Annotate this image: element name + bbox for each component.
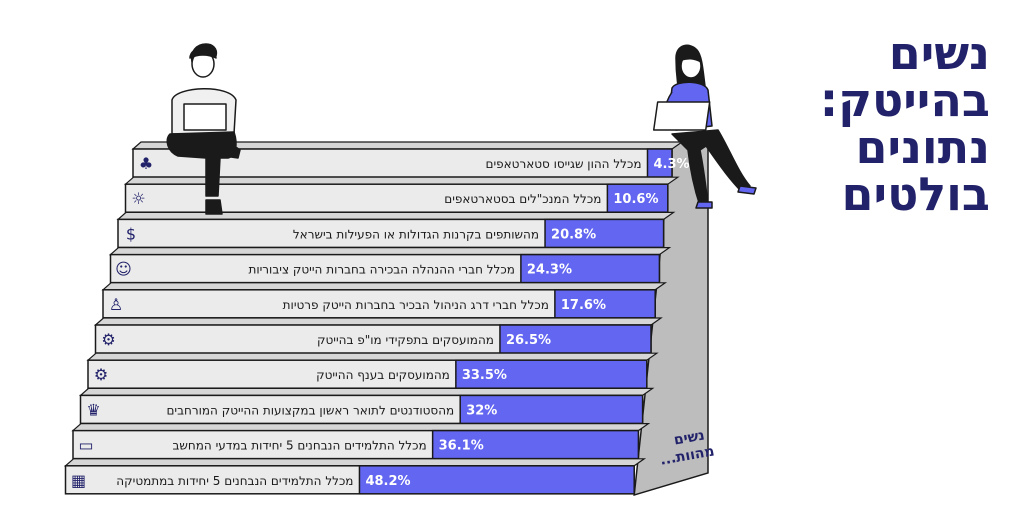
stair-step: 36.1% מכלל התלמידים הנבחנים 5 יחידות במדע… [71, 423, 651, 460]
bar [606, 183, 669, 213]
bar [499, 324, 652, 354]
title-line: בהייטק: [819, 73, 990, 127]
lightbulb-icon: ☼ [131, 189, 145, 208]
stair-step: 32% מהסטודנטים לתואר ראשון במקצועות ההייט… [78, 387, 655, 425]
side-label-line: נשים [673, 428, 706, 449]
graduation-cap-icon: ♛ [86, 400, 100, 419]
plant-pot-icon: ♣ [139, 154, 153, 173]
stair-tread [86, 352, 659, 361]
bar [431, 429, 640, 460]
category-label: מהמועסקים בתפקידי מו"פ בהייטק [317, 333, 494, 347]
category-label: מהמועסקים בענף ההייטק [316, 368, 450, 382]
bar [358, 465, 635, 495]
bar [455, 359, 648, 389]
calculator-icon: ▦ [71, 471, 86, 490]
title-line: נשים [888, 26, 990, 80]
title-line: בולטים [841, 167, 991, 221]
stair-tread [63, 458, 647, 467]
data-label: 10.6% [613, 192, 658, 207]
stair-step: 17.6% מכלל חברי דרג הניהול הבכיר בחברות ה… [101, 282, 668, 319]
bar [544, 218, 665, 249]
stair-tread [101, 282, 668, 291]
bar [646, 148, 673, 178]
data-label: 36.1% [439, 439, 484, 454]
data-label: 33.5% [462, 368, 507, 383]
woman-with-laptop [652, 44, 757, 209]
data-label: 32% [466, 403, 497, 418]
stair-step: 20.8% מהשותפים בקרנות הגדולות או הפעילות … [116, 211, 676, 249]
stair-step: 24.3% מכלל חברי ההנהלה הבכירה בחברות הייט… [108, 247, 672, 284]
stairs: 4.3% מכלל ההון שגייסו סטארטאפים ♣ 10.6% מכלל… [63, 137, 716, 497]
data-label: 26.5% [506, 333, 551, 348]
man-with-laptop [166, 43, 241, 215]
user-icon: ♙ [109, 295, 123, 314]
data-label: 48.2% [365, 474, 410, 489]
title-line: נתונים [855, 120, 990, 174]
computer-monitor-icon: ▭ [78, 436, 93, 455]
bar [459, 394, 644, 425]
money-hand-icon: $ [126, 224, 136, 243]
gear-icon: ⚙ [94, 365, 108, 384]
category-label: מכלל חברי ההנהלה הבכירה בחברות הייטק ציב… [248, 263, 514, 277]
category-label: מכלל חברי דרג הניהול הבכיר בחברות הייטק … [283, 298, 549, 312]
bar [554, 289, 656, 319]
stair-tread [108, 247, 672, 256]
page-title: נשים בהייטק: נתונים בולטים [820, 30, 990, 218]
stair-tread [116, 211, 676, 220]
stair-step: 33.5% מהמועסקים בענף ההייטק ⚙ [86, 352, 659, 389]
category-label: מכלל המנכ"לים בסטארטאפים [444, 192, 601, 206]
stair-tread [93, 317, 663, 326]
data-label: 4.3% [653, 157, 689, 172]
stair-face [132, 148, 673, 178]
data-label: 17.6% [561, 298, 606, 313]
category-label: מהשותפים בקרנות הגדולות או הפעילות בישרא… [293, 227, 539, 241]
stair-tread [71, 423, 651, 432]
category-label: מהסטודנטים לתואר ראשון במקצועות ההייטק ה… [166, 403, 454, 417]
stair-tread [78, 387, 655, 396]
data-label: 24.3% [527, 263, 572, 278]
data-label: 20.8% [551, 227, 596, 242]
category-label: מכלל התלמידים הנבחנים 5 יחידות במתמטיקה [116, 474, 353, 488]
user-circle-icon: ☺ [115, 260, 132, 279]
search-gear-icon: ⚙ [101, 330, 115, 349]
stair-step: 26.5% מהמועסקים בתפקידי מו"פ בהייטק ⚙ [93, 317, 663, 354]
category-label: מכלל התלמידים הנבחנים 5 יחידות במדעי המח… [172, 439, 426, 453]
stair-step: 48.2% מכלל התלמידים הנבחנים 5 יחידות במתמ… [63, 458, 647, 495]
category-label: מכלל ההון שגייסו סטארטאפים [486, 157, 642, 171]
